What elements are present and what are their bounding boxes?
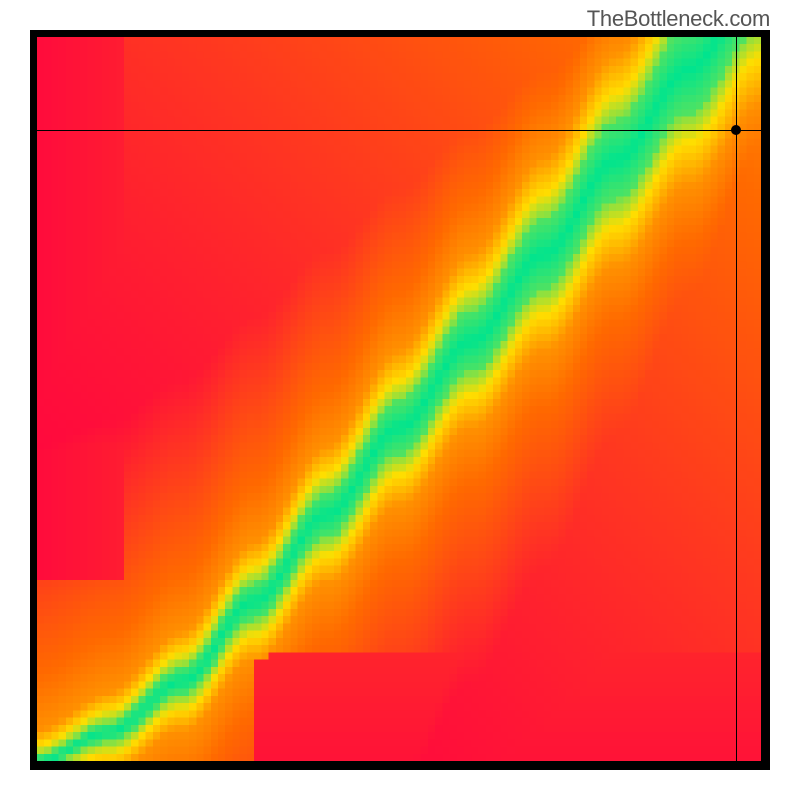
plot-area — [37, 37, 761, 761]
crosshair-marker — [731, 125, 741, 135]
crosshair-vertical — [736, 37, 737, 763]
watermark: TheBottleneck.com — [587, 6, 770, 32]
bottleneck-heatmap — [30, 30, 770, 770]
crosshair-horizontal — [37, 130, 763, 131]
heatmap-canvas — [37, 37, 761, 761]
